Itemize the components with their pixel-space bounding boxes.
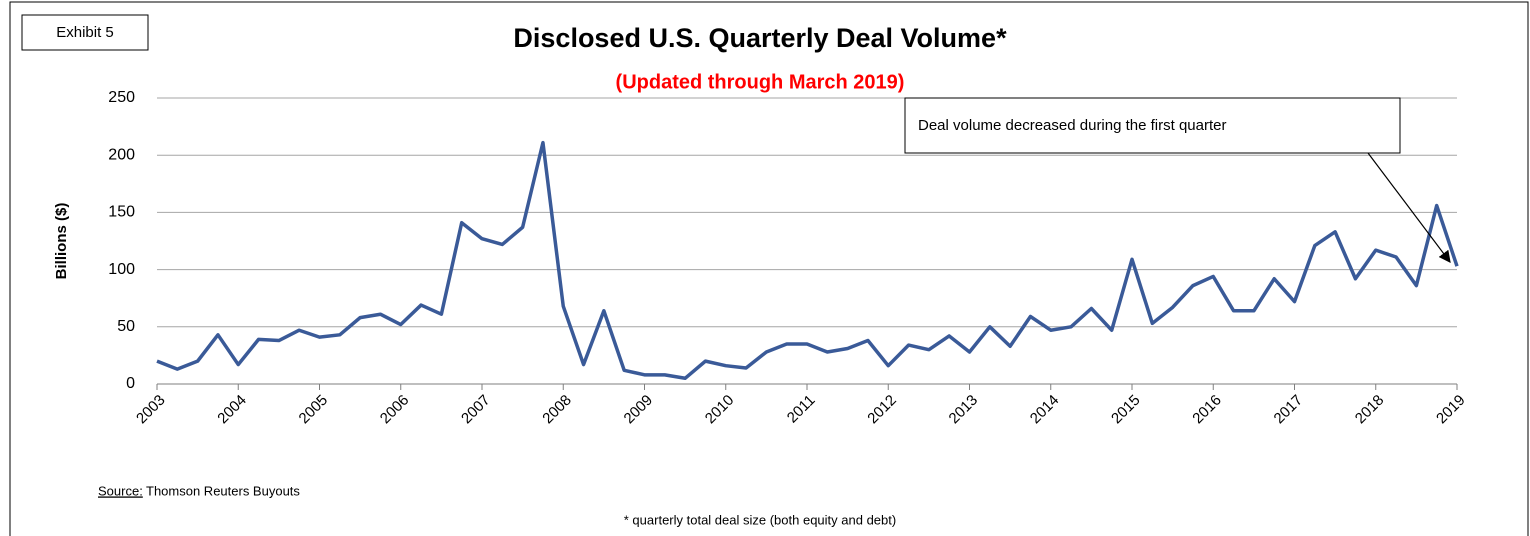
exhibit-box (21, 14, 149, 51)
x-tick-label: 2008 (539, 392, 575, 428)
x-tick-label: 2004 (214, 392, 250, 428)
y-tick-label: 100 (108, 261, 135, 278)
y-tick-label: 250 (108, 89, 135, 106)
y-tick-label: 0 (126, 375, 135, 392)
x-tick-label: 2006 (377, 392, 413, 428)
frame (9, 1, 1529, 536)
x-tick-label: 2005 (296, 392, 332, 428)
chart-title: Disclosed U.S. Quarterly Deal Volume* (513, 23, 1007, 53)
source-label: Source: (98, 483, 143, 498)
x-tick-label: 2014 (1027, 392, 1063, 428)
x-tick-label: 2003 (133, 392, 169, 428)
x-tick-label: 2015 (1108, 392, 1144, 428)
chart-subtitle: (Updated through March 2019) (616, 71, 905, 93)
line (156, 140, 1459, 381)
exhibit-label: Exhibit 5 (56, 24, 114, 41)
x-tick-label: 2018 (1352, 392, 1388, 428)
annotation: Deal volume decreased during the first q… (918, 117, 1227, 134)
y-axis-label: Billions ($) (53, 203, 70, 280)
source: Thomson Reuters Buyouts (146, 483, 300, 498)
x-tick-label: 2009 (621, 392, 657, 428)
y-tick-label: 150 (108, 204, 135, 221)
x-tick-label: 2010 (702, 392, 738, 428)
annotation-arrow (1367, 152, 1451, 263)
y-tick-label: 200 (108, 146, 135, 163)
x-tick-label: 2016 (1189, 392, 1225, 428)
x-tick-label: 2017 (1271, 392, 1307, 428)
y-tick-label: 50 (117, 318, 135, 335)
x-tick-label: 2011 (784, 392, 819, 427)
x-tick-label: 2007 (458, 392, 494, 428)
x-tick-label: 2012 (864, 392, 900, 428)
footnote: * quarterly total deal size (both equity… (624, 512, 896, 527)
x-tick-label: 2019 (1433, 392, 1469, 428)
x-tick-label: 2013 (946, 392, 982, 428)
annotation-box (904, 97, 1401, 154)
